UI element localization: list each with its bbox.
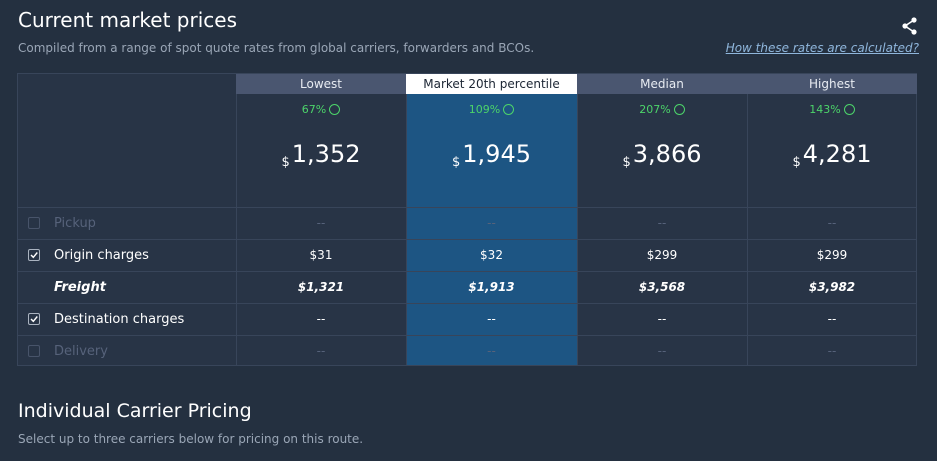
row-label-text: Delivery [54, 343, 108, 359]
change-value: 67% [301, 102, 327, 116]
change-icon [673, 103, 685, 115]
price-value: 4,281 [802, 140, 872, 168]
row-value: -- [657, 216, 667, 230]
column-body [747, 74, 917, 365]
currency: $ [792, 155, 801, 170]
row-line [18, 239, 916, 240]
row-label: Pickup [18, 207, 236, 239]
section-subtitle: Select up to three carriers below for pr… [18, 432, 364, 446]
share-icon[interactable] [902, 17, 918, 35]
change: 207% [577, 98, 747, 120]
row-value: $32 [480, 248, 503, 262]
currency: $ [452, 155, 461, 170]
checkbox [28, 217, 40, 229]
checkbox[interactable] [28, 313, 40, 325]
section-title: Individual Carrier Pricing [18, 400, 252, 422]
row-label-text: Origin charges [54, 247, 149, 263]
row-label: Origin charges [18, 239, 236, 271]
row-value: -- [487, 216, 496, 230]
change-icon [503, 103, 515, 115]
currency: $ [622, 155, 631, 170]
column-header: Highest [747, 74, 917, 94]
column-body [406, 74, 577, 365]
row-line [18, 303, 916, 304]
row-value: -- [657, 344, 667, 358]
row-value: $3,982 [808, 280, 856, 294]
row-value: -- [657, 312, 667, 326]
row-value: $299 [816, 248, 848, 262]
change-value: 109% [468, 102, 501, 116]
row-value: -- [827, 312, 837, 326]
change: 109% [406, 98, 577, 120]
change: 143% [747, 98, 917, 120]
column-header: Lowest [236, 74, 406, 94]
row-label: Delivery [18, 335, 236, 367]
row-value: $1,321 [297, 280, 345, 294]
row-value: -- [827, 344, 837, 358]
change: 67% [236, 98, 406, 120]
column-header: Median [577, 74, 747, 94]
row-line [18, 271, 916, 272]
price: $1,945 [406, 134, 577, 174]
subtitle: Compiled from a range of spot quote rate… [18, 41, 535, 55]
checkbox[interactable] [28, 249, 40, 261]
row-label: Freight [18, 271, 236, 303]
price: $3,866 [577, 134, 747, 174]
row-line [18, 335, 916, 336]
rates-link[interactable]: How these rates are calculated? [725, 41, 919, 55]
row-label-text: Pickup [54, 215, 96, 231]
checkbox [28, 345, 40, 357]
row-label: Destination charges [18, 303, 236, 335]
row-line [18, 207, 916, 208]
row-value: $299 [646, 248, 678, 262]
price-table: Lowest 67% $1,352 Market 20th percentile 109… [17, 73, 917, 366]
price-value: 3,866 [632, 140, 702, 168]
row-value: -- [487, 312, 496, 326]
row-value: -- [827, 216, 837, 230]
row-value: -- [316, 312, 326, 326]
column-body [236, 74, 406, 365]
change-icon [329, 103, 341, 115]
row-value: -- [316, 216, 326, 230]
row-value: $1,913 [468, 280, 515, 294]
price-value: 1,945 [462, 140, 531, 168]
row-value: $31 [309, 248, 333, 262]
currency: $ [281, 155, 290, 170]
price: $4,281 [747, 134, 917, 174]
change-value: 143% [809, 102, 841, 116]
price: $1,352 [236, 134, 406, 174]
row-value: $3,568 [638, 280, 686, 294]
row-value: -- [316, 344, 326, 358]
column-body [577, 74, 747, 365]
column-header: Market 20th percentile [406, 74, 577, 94]
row-value: -- [487, 344, 496, 358]
change-icon [843, 103, 855, 115]
price-value: 1,352 [291, 140, 361, 168]
title: Current market prices [18, 8, 238, 32]
row-label-text: Freight [54, 279, 106, 295]
change-value: 207% [639, 102, 671, 116]
row-label-text: Destination charges [54, 311, 185, 327]
